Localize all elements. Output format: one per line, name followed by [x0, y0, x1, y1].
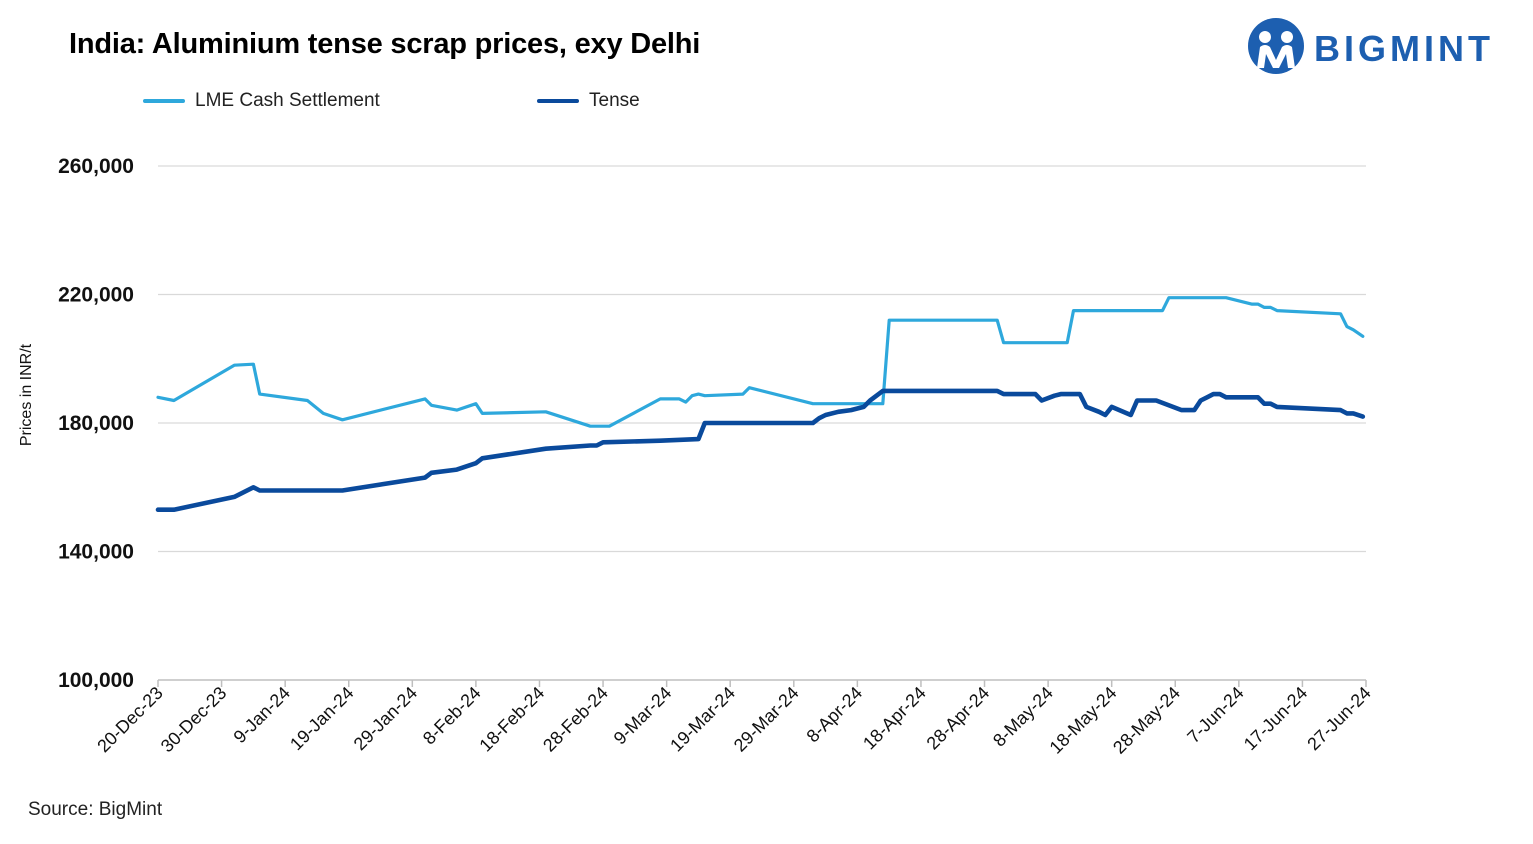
bigmint-logo-icon [1248, 18, 1304, 74]
source-note: Source: BigMint [28, 799, 163, 820]
x-tick-label: 29-Jan-24 [350, 683, 421, 754]
series-line-tense [155, 388, 1366, 513]
legend-item-tense: Tense [537, 90, 640, 112]
gridlines [158, 165, 1366, 553]
logo-text: BIGMINT [1314, 28, 1494, 69]
x-tick-label: 9-Jan-24 [230, 683, 294, 747]
x-tick-label: 8-Apr-24 [803, 683, 867, 747]
x-tick-label: 17-Jun-24 [1240, 683, 1311, 754]
x-tick-label: 19-Jan-24 [286, 683, 357, 754]
x-tick-label: 8-May-24 [989, 683, 1057, 751]
x-tick-label: 9-Mar-24 [610, 683, 676, 749]
legend-swatch-lme [143, 99, 185, 103]
legend-label-lme: LME Cash Settlement [195, 90, 380, 111]
bigmint-logo: BIGMINT [1246, 16, 1526, 76]
legend-swatch-tense [537, 99, 579, 103]
legend-item-lme: LME Cash Settlement [143, 90, 380, 112]
x-tick-label: 7-Jun-24 [1183, 683, 1247, 747]
y-tick-label: 260,000 [58, 155, 134, 178]
y-tick-label: 100,000 [58, 669, 134, 692]
x-tick-label: 27-Jun-24 [1303, 683, 1374, 754]
chart-title: India: Aluminium tense scrap prices, exy… [69, 28, 701, 60]
x-tick-label: 18-Apr-24 [859, 683, 930, 754]
x-tick-label: 30-Dec-23 [157, 683, 231, 757]
x-tick-label: 28-Apr-24 [923, 683, 994, 754]
y-axis-title: Prices in INR/t [18, 343, 35, 446]
y-tick-label: 140,000 [58, 541, 134, 564]
x-tick-label: 19-Mar-24 [666, 683, 739, 756]
axes [157, 679, 1367, 687]
x-tick-label: 8-Feb-24 [419, 683, 485, 749]
legend-label-tense: Tense [589, 90, 640, 111]
x-tick-label: 28-May-24 [1109, 683, 1184, 758]
series [155, 296, 1366, 513]
x-tick-label: 18-Feb-24 [475, 683, 548, 756]
y-tick-label: 180,000 [58, 412, 134, 435]
y-tick-label: 220,000 [58, 284, 134, 307]
x-tick-label: 28-Feb-24 [539, 683, 612, 756]
x-tick-label: 20-Dec-23 [93, 683, 167, 757]
series-line-lme-cash-settlement [156, 296, 1365, 428]
x-tick-label: 18-May-24 [1046, 683, 1121, 758]
x-tick-label: 29-Mar-24 [730, 683, 803, 756]
axis-labels: 100,000 140,000 180,000 220,000 260,000 20-De… [18, 155, 1375, 758]
